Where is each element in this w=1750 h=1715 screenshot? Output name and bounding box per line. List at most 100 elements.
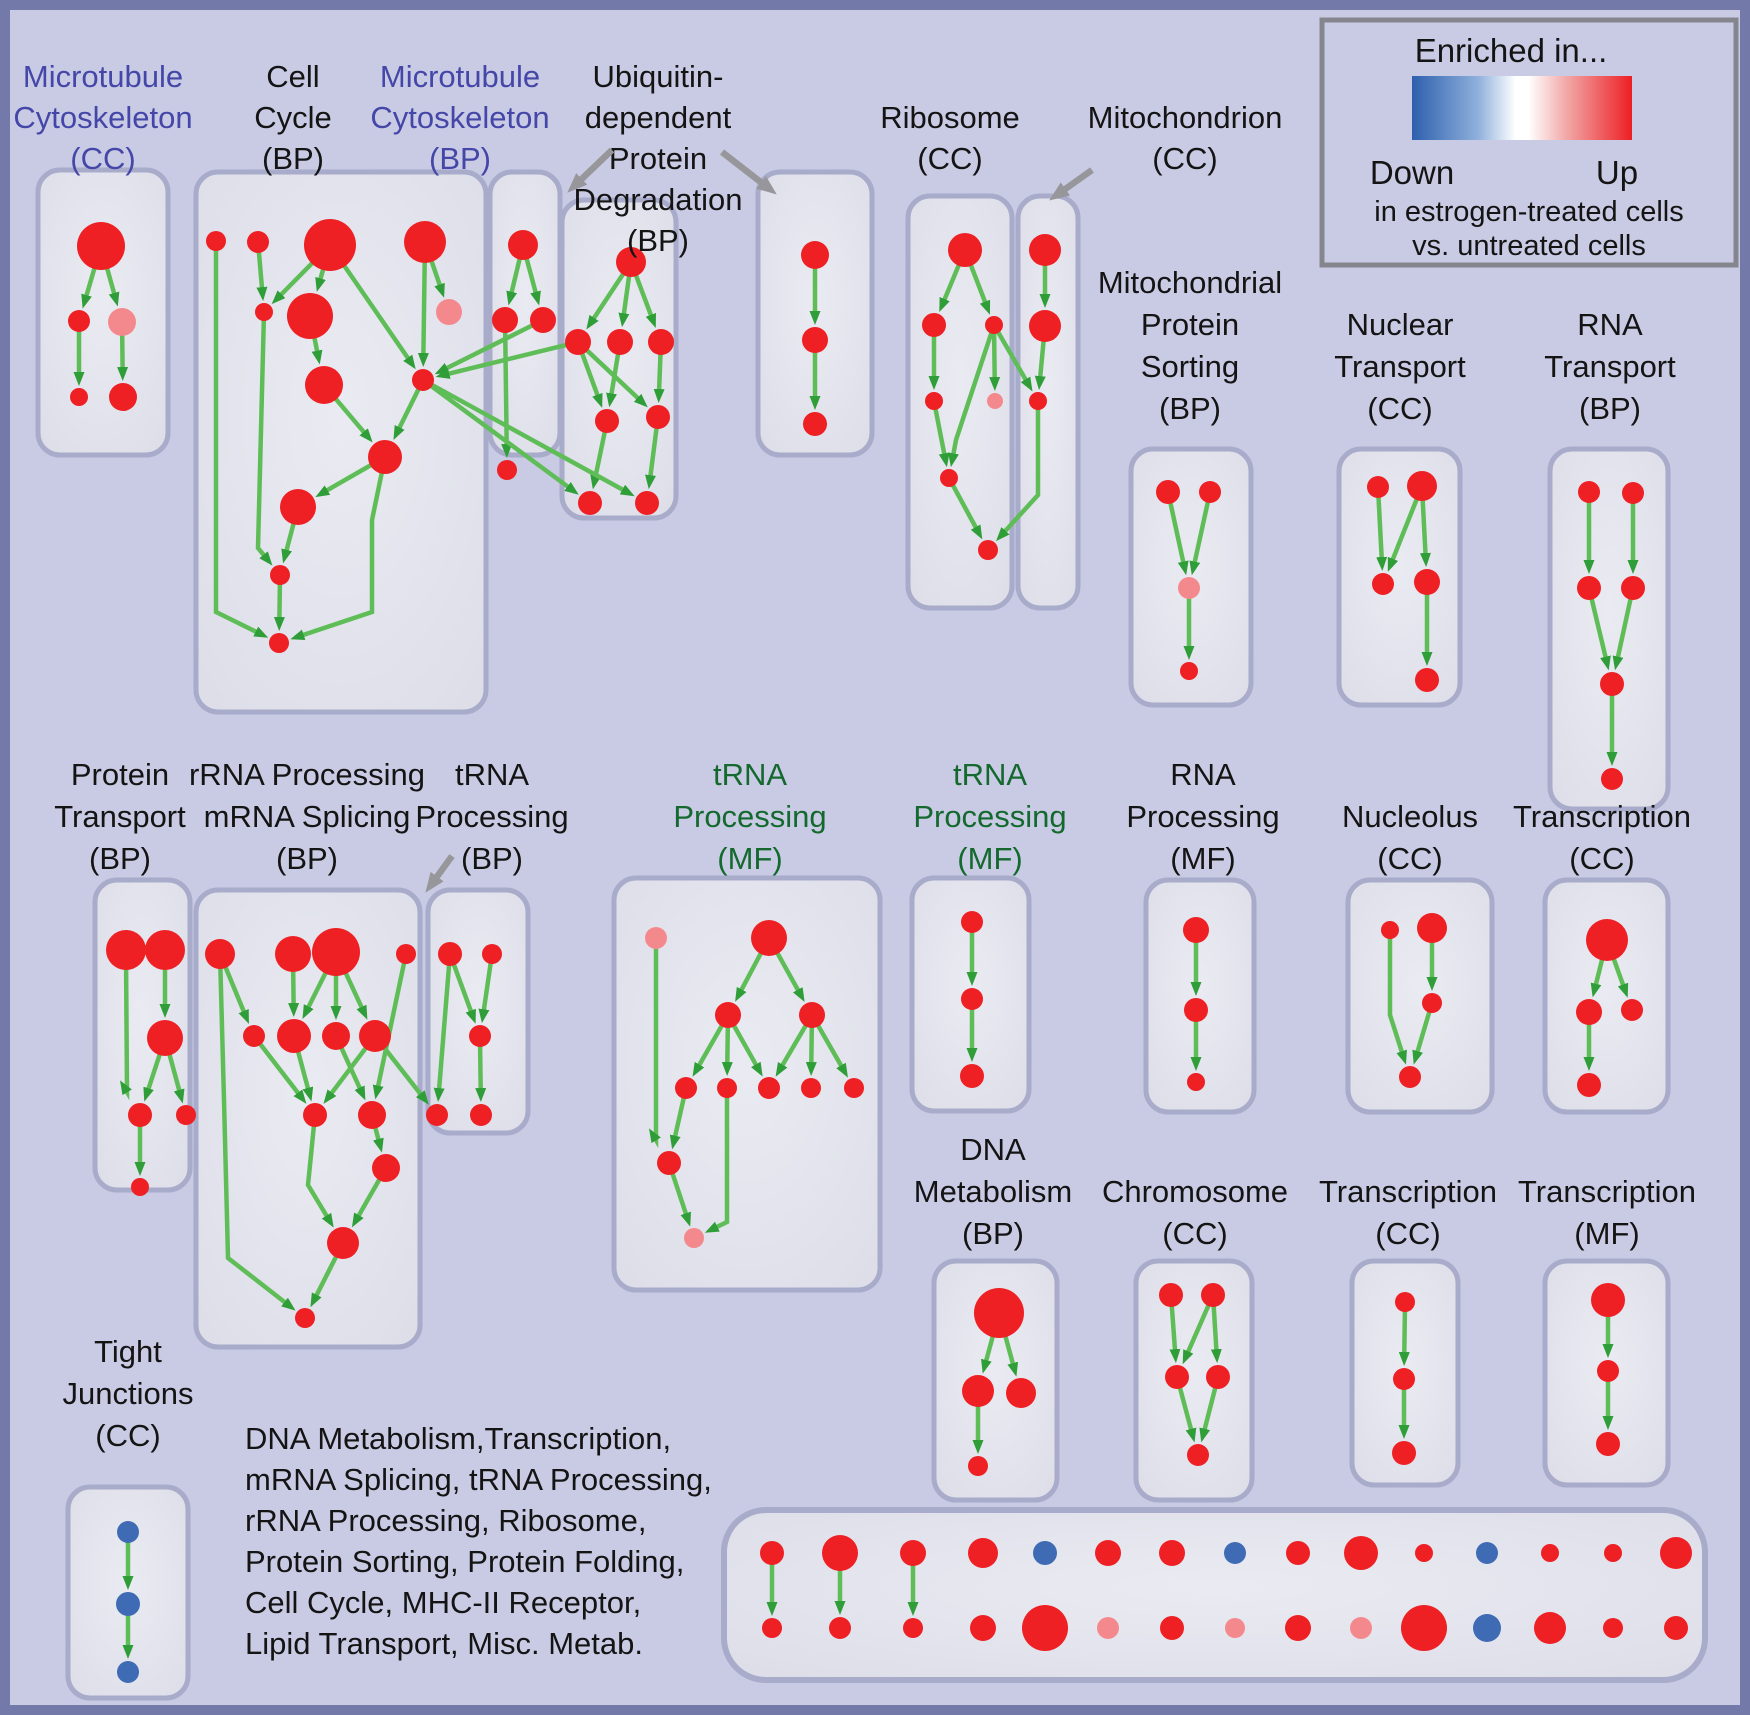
go-term-node [255,303,273,321]
go-term-node [1415,668,1439,692]
go-term-node [1407,471,1437,501]
go-term-node [1392,1441,1416,1465]
cluster-label-trna-mf-b: tRNA Processing (MF) [913,757,1066,876]
relation-edge [120,968,132,1101]
go-term-node [803,412,827,436]
relation-edge [451,963,476,1024]
relation-edge [579,352,603,408]
strip-bottom-node [829,1617,851,1639]
strip-bottom-node [762,1618,782,1638]
go-term-node [404,221,446,263]
cross-cluster-edge [430,382,635,497]
relation-edge [524,257,541,306]
go-term-node [1187,1444,1209,1466]
go-term-node [482,944,502,964]
relation-edge [506,258,522,306]
cluster-label-rna-processing-mf: RNA Processing (MF) [1126,757,1279,876]
relation-edge [143,1053,162,1102]
go-term-node [108,308,136,336]
go-term-node [412,369,434,391]
go-term-node [176,1105,196,1125]
relation-edge [692,1024,724,1077]
relation-edge [302,971,328,1020]
relation-edge [939,263,961,313]
strip-top-node [1286,1541,1310,1565]
legend-up-label: Up [1596,154,1638,191]
go-term-node [1187,1073,1205,1091]
go-term-node [802,327,828,353]
strip-bottom-node [1473,1614,1501,1642]
strip-bottom-node [1664,1616,1688,1640]
go-term-node [1600,672,1624,696]
strip-top-node [1660,1537,1692,1569]
go-term-node [925,392,943,410]
relation-edge [1611,958,1629,998]
relation-edge [167,1053,185,1104]
cluster-label-trna-mf-a: tRNA Processing (MF) [673,757,826,876]
strip-top-node [1033,1541,1057,1565]
go-term-node [106,930,146,970]
go-term-node [327,1227,359,1259]
relation-edge [704,1097,730,1233]
relation-edge [295,1050,314,1102]
go-term-node [277,1019,311,1053]
relation-edge [585,348,648,408]
strip-top-node [1541,1544,1559,1562]
cluster-box-rna-transport [1547,446,1671,812]
cluster-label-chromosome: Chromosome (CC) [1102,1174,1288,1251]
layer-edges [73,250,1639,1659]
relation-edge [731,1024,763,1077]
relation-edge [1182,1304,1211,1365]
go-term-node [751,920,787,956]
label-pointer-arrow [1049,167,1094,201]
legend: Enriched in... Down Up in estrogen-treated … [1319,17,1739,268]
relation-edge [1376,496,1388,571]
go-term-node [206,231,226,251]
strip-bottom-node [1225,1618,1245,1638]
go-term-node [145,930,185,970]
go-term-node [960,1064,984,1088]
go-term-node [645,927,667,949]
go-term-node [1414,569,1440,595]
strip-top-node [822,1535,858,1571]
relation-edge [315,463,373,498]
strip-top-node [1476,1542,1498,1564]
legend-title: Enriched in... [1415,32,1608,69]
relation-edge [213,250,269,638]
relation-edge [950,483,983,540]
go-term-node [607,329,633,355]
go-term-node [801,241,829,269]
go-term-node [801,1078,821,1098]
relation-edge [223,966,249,1025]
relation-edge [333,397,373,443]
relation-edge [311,337,323,365]
go-term-node [1029,310,1061,342]
relation-edge [290,472,385,641]
strip-bottom-node [1160,1616,1184,1640]
cluster-box-dna-metabolism [931,1258,1060,1503]
cluster-box-rna-processing-mf [1143,877,1257,1115]
go-term-node [322,1022,350,1050]
cluster-label-transcription-mf: Transcription (MF) [1518,1174,1696,1251]
relation-edge [1189,501,1211,576]
go-term-node [1417,913,1447,943]
relation-edge [721,1026,733,1076]
go-term-node [1395,1292,1415,1312]
go-term-node [287,293,333,339]
go-term-node [1621,576,1645,600]
go-term-node [117,1521,139,1543]
relation-edge [1177,1387,1197,1443]
cluster-label-transcription-cc-mid: Transcription (CC) [1513,799,1691,876]
go-term-node [844,1078,864,1098]
cluster-label-microtubule-cc: Microtubule Cytoskeleton (CC) [13,59,192,176]
relation-edge [989,332,1001,391]
go-term-node [1029,392,1047,410]
relation-edge [968,264,991,315]
go-term-node [1399,1066,1421,1088]
label-pointer-arrow [567,147,615,193]
go-term-node [940,469,958,487]
cluster-box-trna-bp [425,887,531,1136]
cluster-label-tight-junctions: Tight Junctions (CC) [63,1334,194,1453]
go-term-node [436,299,462,325]
relation-edge [948,331,994,468]
